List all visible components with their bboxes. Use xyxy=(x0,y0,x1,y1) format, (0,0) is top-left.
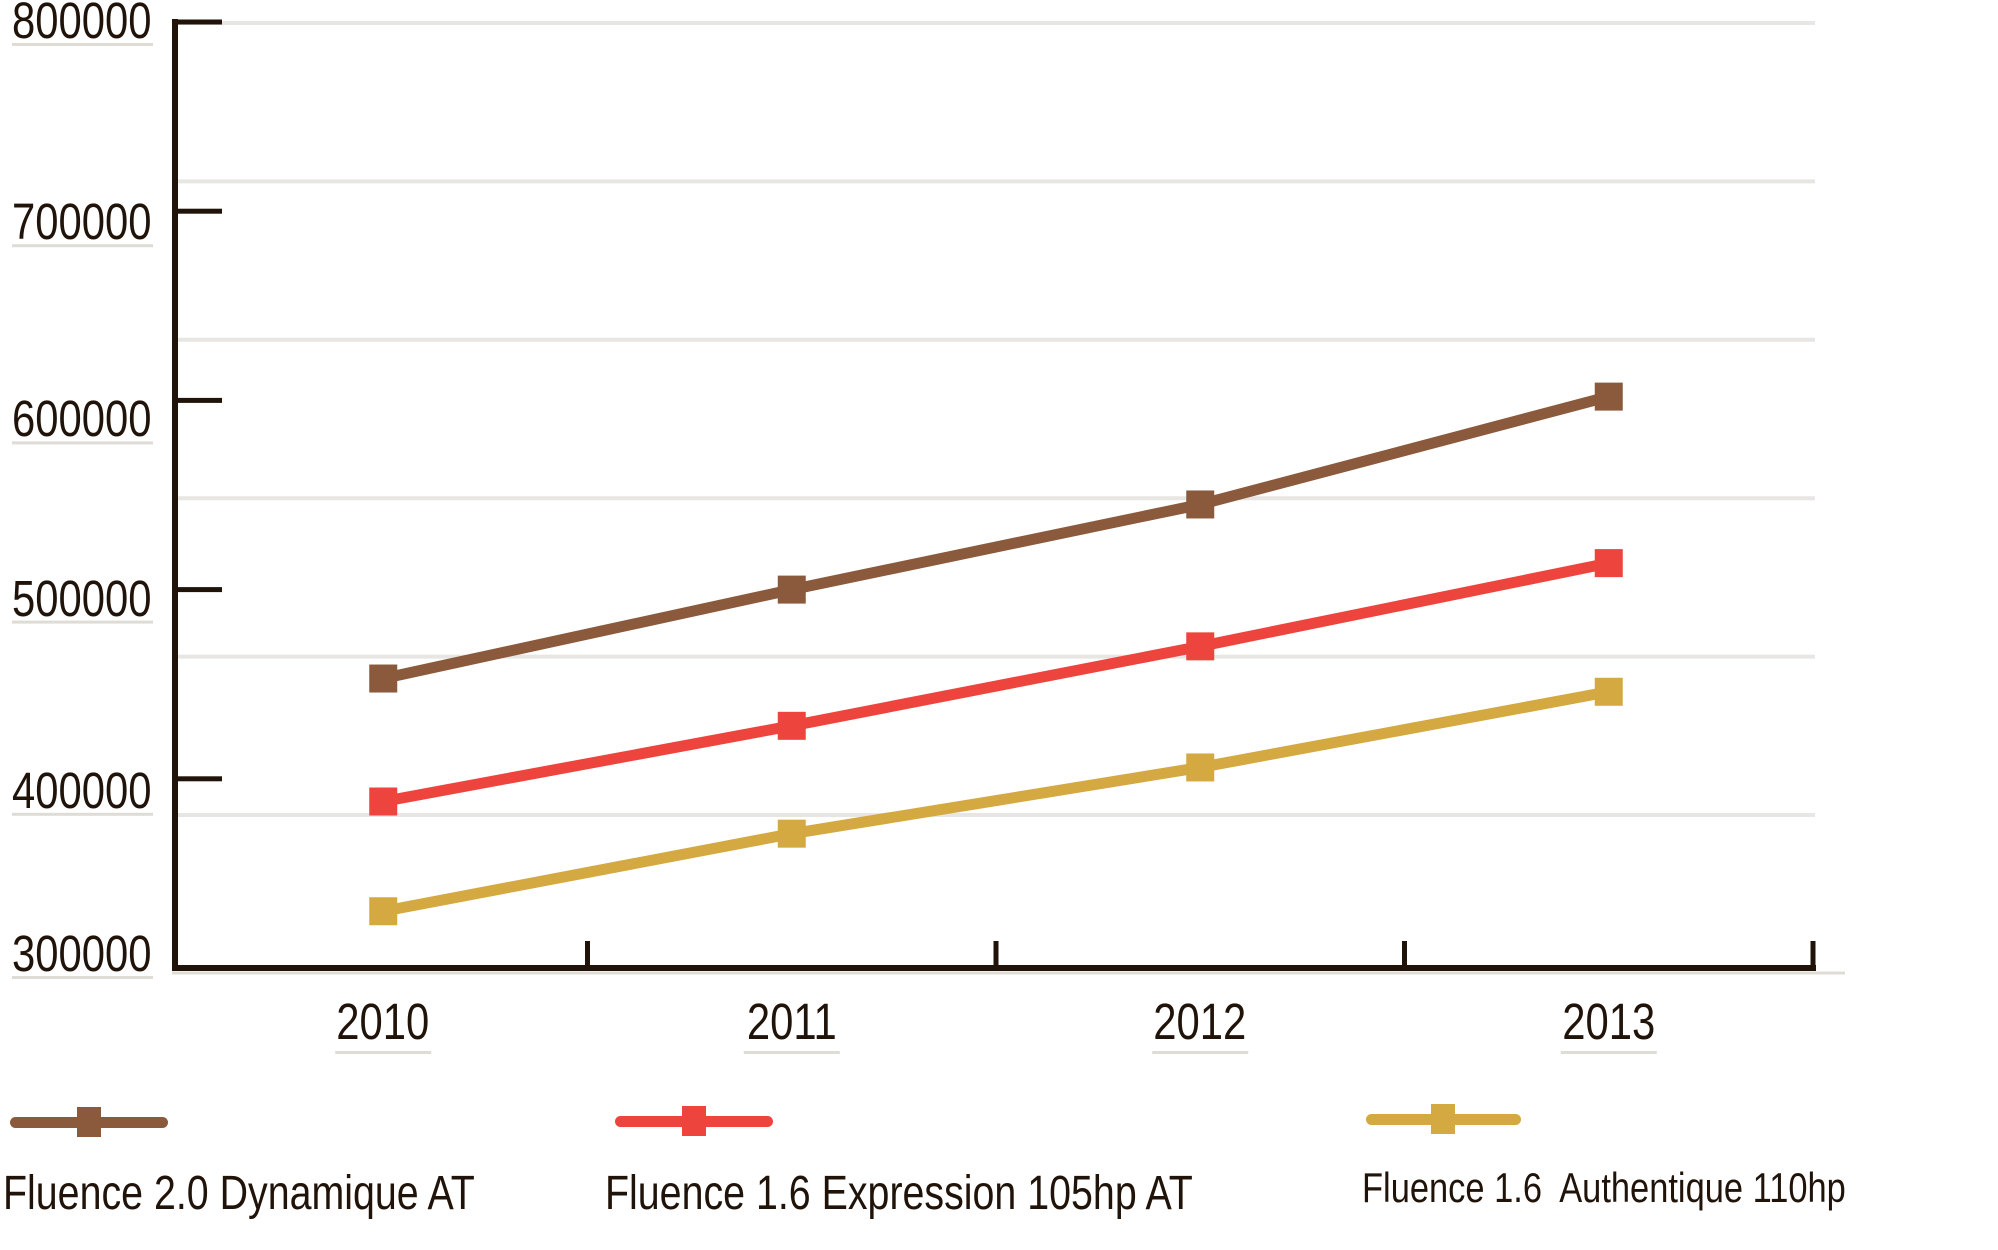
x-axis-label: 2012 xyxy=(1050,996,1350,1047)
y-axis-label-text: 800000 xyxy=(12,0,152,49)
data-point-marker xyxy=(1186,632,1215,661)
y-axis-tick xyxy=(178,776,222,782)
y-label-shadow xyxy=(12,43,153,46)
legend-label: Fluence 1.6 Authentique 110hp xyxy=(1362,1167,1952,1209)
data-point-marker xyxy=(1594,677,1623,706)
data-point-marker xyxy=(777,819,806,848)
legend-square-marker xyxy=(77,1107,101,1137)
legend-label: Fluence 1.6 Expression 105hp AT xyxy=(605,1170,1322,1218)
x-axis-label: 2010 xyxy=(233,996,533,1047)
y-axis-tick xyxy=(178,19,222,25)
y-axis-label-text: 700000 xyxy=(12,193,152,250)
data-point-marker xyxy=(369,787,398,816)
x-axis-tick xyxy=(1810,941,1816,968)
x-axis-label-text: 2013 xyxy=(1562,993,1656,1050)
y-label-shadow xyxy=(12,620,153,624)
data-point-marker xyxy=(1594,549,1623,578)
y-axis-label-text: 600000 xyxy=(12,390,152,447)
series-line xyxy=(382,391,1611,684)
y-axis-tick xyxy=(178,965,222,971)
series-line xyxy=(382,557,1610,807)
y-axis-tick xyxy=(178,397,222,403)
legend-square-marker xyxy=(1431,1104,1455,1134)
y-label-shadow xyxy=(12,812,153,816)
series-line xyxy=(382,686,1610,917)
y-axis-label-text: 500000 xyxy=(12,570,152,627)
legend-label: Fluence 2.0 Dynamique AT xyxy=(3,1170,578,1218)
x-axis-label-text: 2011 xyxy=(747,993,837,1050)
y-axis-label: 400000 xyxy=(12,765,182,816)
x-axis-tick xyxy=(585,941,590,968)
y-label-shadow xyxy=(12,244,153,248)
y-axis-label: 700000 xyxy=(12,196,182,247)
data-point-marker xyxy=(369,664,398,693)
x-axis-label: 2013 xyxy=(1459,996,1759,1047)
data-point-marker xyxy=(1186,753,1215,782)
y-label-shadow xyxy=(12,441,153,445)
data-point-marker xyxy=(369,897,398,926)
data-point-marker xyxy=(1186,490,1215,519)
x-axis-tick xyxy=(1402,941,1407,968)
data-point-marker xyxy=(1594,382,1623,411)
legend-label-text: Fluence 1.6 Authentique 110hp xyxy=(1362,1164,1846,1211)
legend-square-marker xyxy=(682,1106,706,1136)
x-axis-label-text: 2012 xyxy=(1153,993,1247,1050)
x-label-shadow xyxy=(1560,1051,1657,1054)
y-axis-label: 500000 xyxy=(12,573,182,624)
x-axis-shadow xyxy=(172,971,1845,975)
x-axis-tick xyxy=(993,941,999,968)
x-axis-label-text: 2010 xyxy=(336,993,430,1050)
legend-label-text: Fluence 2.0 Dynamique AT xyxy=(3,1167,475,1220)
x-label-shadow xyxy=(743,1051,840,1054)
legend-label-text: Fluence 1.6 Expression 105hp AT xyxy=(605,1167,1193,1220)
y-label-shadow xyxy=(12,976,153,979)
y-axis-tick xyxy=(178,587,222,593)
y-axis-tick xyxy=(178,208,222,214)
x-label-shadow xyxy=(335,1051,432,1054)
x-label-shadow xyxy=(1152,1051,1249,1054)
y-axis-label: 600000 xyxy=(12,393,182,444)
y-axis-label-text: 300000 xyxy=(12,925,152,982)
y-axis-label: 300000 xyxy=(12,928,182,979)
y-axis-label: 800000 xyxy=(12,0,182,46)
data-point-marker xyxy=(777,711,806,740)
data-point-marker xyxy=(777,575,806,604)
x-axis-label: 2011 xyxy=(642,996,942,1047)
y-axis-line xyxy=(172,19,178,971)
y-axis-label-text: 400000 xyxy=(12,762,152,819)
